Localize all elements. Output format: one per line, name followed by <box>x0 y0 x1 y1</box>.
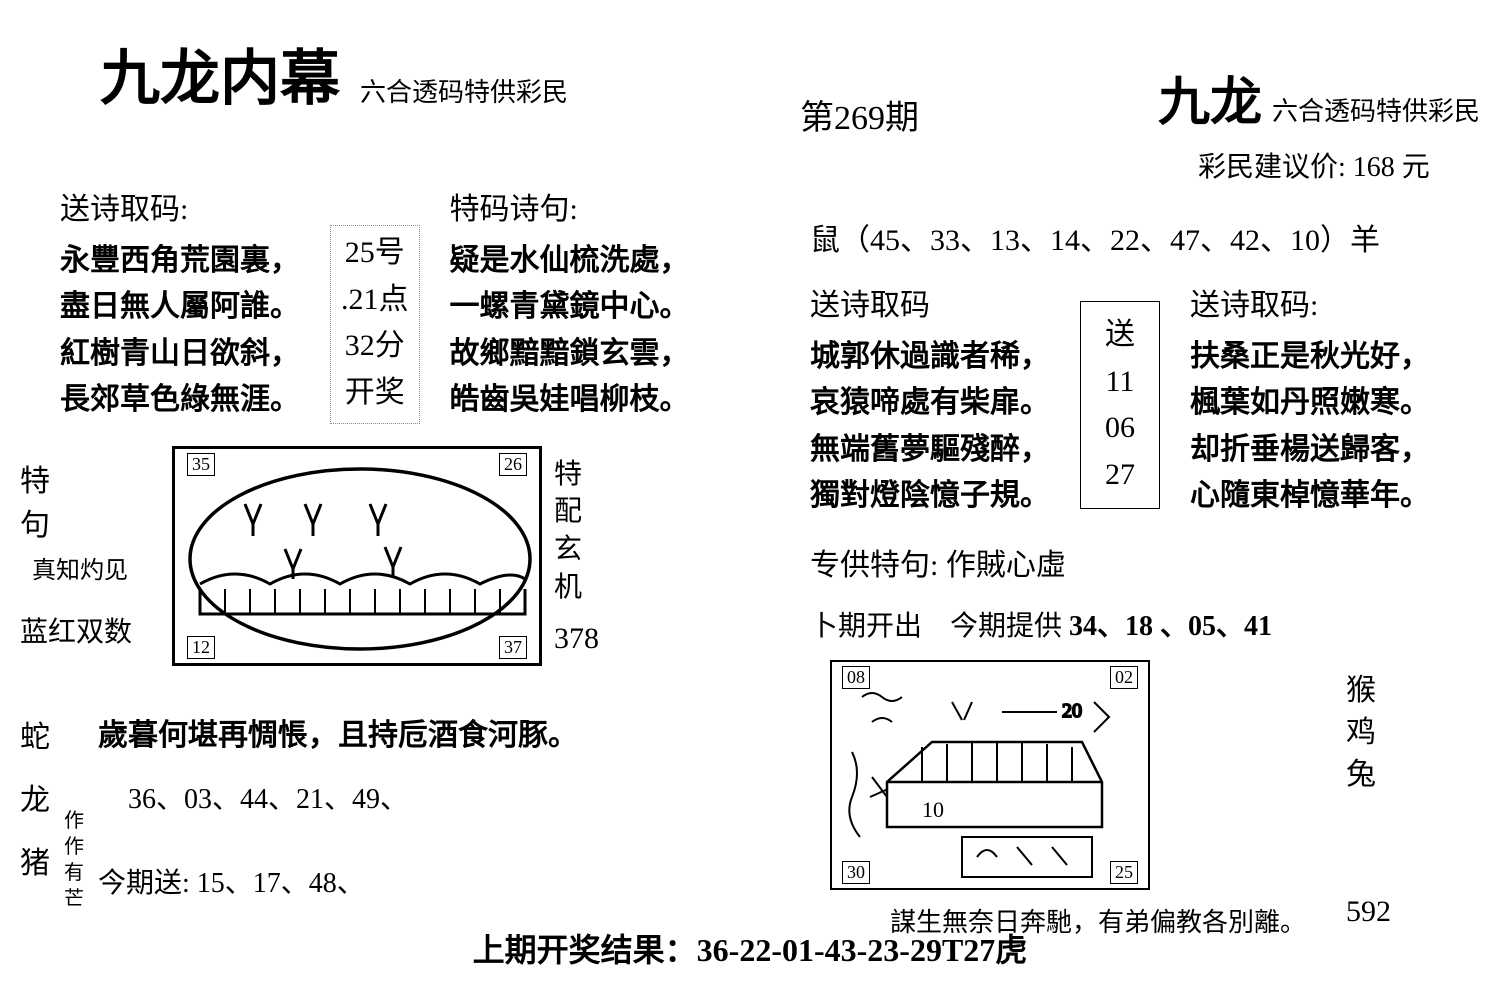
corner-tr: 26 <box>499 453 527 476</box>
kaichu-line: 卜期开出 今期提供 34、18 、05、41 <box>810 604 1480 644</box>
right-poemL-line: 獨對燈陰憶子規。 <box>810 473 1050 520</box>
zhenzhi: 真知灼见 <box>32 550 160 585</box>
zodiac: 蛇 <box>20 706 50 769</box>
left-bottom: 蛇 龙 猪 作 作 有 芒 歲暮何堪再惆悵，且持卮酒食河豚。 36、03、44、… <box>20 706 730 912</box>
right-poemR-line: 扶桑正是秋光好， <box>1190 334 1430 381</box>
num-592: 592 <box>1346 895 1391 929</box>
r-corner-tr: 02 <box>1110 666 1138 689</box>
footer-result: 上期开奖结果：36-22-01-43-23-29T27虎 <box>0 925 1500 971</box>
corner-tl: 35 <box>187 453 215 476</box>
poem2-head: 特码诗句: <box>450 187 690 234</box>
zodiac-col: 蛇 龙 猪 <box>20 706 50 912</box>
kaichu-nums: 34、18 、05、41 <box>1069 611 1272 642</box>
midbox-line: .21点 <box>341 277 409 324</box>
poem2-line: 故鄉黯黯鎖玄雲， <box>450 331 690 378</box>
right-poemL: 送诗取码 城郭休過識者稀， 哀猿啼處有柴扉。 無端舊夢驅殘醉， 獨對燈陰憶子規。 <box>810 283 1050 520</box>
right-poemR-head: 送诗取码: <box>1190 283 1430 330</box>
right-poemR-line: 却折垂楊送歸客， <box>1190 427 1430 474</box>
left-poem-block: 送诗取码: 永豐西角荒園裏， 盡日無人屬阿誰。 紅樹青山日欲斜， 長郊草色綠無涯… <box>60 187 730 424</box>
song-box: 送 11 06 27 <box>1080 301 1160 509</box>
poem1: 送诗取码: 永豐西角荒園裏， 盡日無人屬阿誰。 紅樹青山日欲斜， 長郊草色綠無涯… <box>60 187 300 424</box>
left-drawing-pre: 特 句 真知灼见 蓝红双数 <box>20 446 160 666</box>
sui-mu-line: 歲暮何堪再惆悵，且持卮酒食河豚。 <box>98 706 730 766</box>
jinqi-song: 今期送: 15、17、48、 <box>98 856 730 912</box>
right-branding: 九龙 六合透码特供彩民 彩民建议价: 168 元 <box>1158 60 1480 185</box>
issue-num: 第269期 <box>800 90 919 139</box>
songbox-line: 送 <box>1105 312 1135 359</box>
zuo: 作 <box>64 808 84 834</box>
left-drawing-row: 特 句 真知灼见 蓝红双数 <box>20 446 730 666</box>
poem1-line: 紅樹青山日欲斜， <box>60 331 300 378</box>
left-drawing: 35 26 12 37 <box>172 446 542 666</box>
poem2-line: 疑是水仙梳洗處， <box>450 238 690 285</box>
poem1-head: 送诗取码: <box>60 187 300 234</box>
right-poemL-head: 送诗取码 <box>810 283 1050 330</box>
right-poemR-line: 楓葉如丹照嫩寒。 <box>1190 380 1430 427</box>
right-drawing: 10 20 <box>830 660 1150 890</box>
brand: 九龙 <box>1158 75 1262 132</box>
songbox-line: 11 <box>1105 359 1135 406</box>
zhuangong: 专供特句: 作賊心虛 <box>810 540 1480 584</box>
shu-line: 鼠（45、33、13、14、22、47、42、10）羊 <box>810 215 1480 259</box>
brand-sub: 六合透码特供彩民 <box>1272 97 1480 126</box>
kaichu-pre: 卜期开出 今期提供 <box>810 611 1062 642</box>
right-poemL-line: 哀猿啼處有柴扉。 <box>810 380 1050 427</box>
r-corner-br: 25 <box>1110 861 1138 884</box>
zuo: 有 <box>64 860 84 886</box>
zuo: 作 <box>64 834 84 860</box>
poem1-line: 長郊草色綠無涯。 <box>60 377 300 424</box>
te-ju-label: 特 句 <box>20 456 160 544</box>
zuo-col: 作 作 有 芒 <box>64 750 84 912</box>
poem2: 特码诗句: 疑是水仙梳洗處， 一螺青黛鏡中心。 故鄉黯黯鎖玄雲， 皓齒吳娃唱柳枝… <box>450 187 690 424</box>
songbox-line: 27 <box>1105 452 1135 499</box>
corner-br: 37 <box>499 636 527 659</box>
zuo: 芒 <box>64 886 84 912</box>
zodiac: 猪 <box>20 832 50 895</box>
poem2-line: 一螺青黛鏡中心。 <box>450 284 690 331</box>
poem1-line: 永豐西角荒園裏， <box>60 238 300 285</box>
subtitle: 六合透码特供彩民 <box>360 72 568 109</box>
right-drawing-svg: 10 20 <box>832 662 1150 890</box>
zhuangong-val: 作賊心虛 <box>946 549 1066 582</box>
svg-text:10: 10 <box>922 797 944 822</box>
zodiac: 龙 <box>20 769 50 832</box>
right-poemR: 送诗取码: 扶桑正是秋光好， 楓葉如丹照嫩寒。 却折垂楊送歸客， 心隨東棹憶華年… <box>1190 283 1430 520</box>
main-title: 九龙内幕 <box>100 30 340 117</box>
r-corner-tl: 08 <box>842 666 870 689</box>
right-poemL-line: 城郭休過識者稀， <box>810 334 1050 381</box>
poem1-line: 盡日無人屬阿誰。 <box>60 284 300 331</box>
tepei: 特配玄机 <box>554 456 582 607</box>
corner-bl: 12 <box>187 636 215 659</box>
r-corner-bl: 30 <box>842 861 870 884</box>
left-drawing-post: 特配玄机 378 <box>554 446 634 666</box>
num-378: 378 <box>554 622 599 656</box>
midbox-line: 25号 <box>345 230 405 277</box>
zhuangong-label: 专供特句: <box>810 549 938 582</box>
songbox-line: 06 <box>1105 405 1135 452</box>
right-draw-row: 10 20 <box>830 660 1480 939</box>
midbox-line: 开奖 <box>345 370 405 417</box>
right-drawing-post: 猴 鸡 兔 592 <box>1346 660 1391 939</box>
lanhong: 蓝红双数 <box>20 610 160 650</box>
price-line: 彩民建议价: 168 元 <box>1198 145 1480 185</box>
right-poem-row: 送诗取码 城郭休過識者稀， 哀猿啼處有柴扉。 無端舊夢驅殘醉， 獨對燈陰憶子規。… <box>810 283 1480 520</box>
left-drawing-svg <box>175 449 542 666</box>
right-panel: 第269期 九龙 六合透码特供彩民 彩民建议价: 168 元 鼠（45、33、1… <box>750 0 1500 987</box>
poem2-line: 皓齒吳娃唱柳枝。 <box>450 377 690 424</box>
animal: 猴 <box>1346 670 1391 712</box>
svg-text:20: 20 <box>1062 700 1082 722</box>
right-poemR-line: 心隨東棹憶華年。 <box>1190 473 1430 520</box>
right-poemL-line: 無端舊夢驅殘醉， <box>810 427 1050 474</box>
animals3: 猴 鸡 兔 <box>1346 670 1391 796</box>
mid-numbox: 25号 .21点 32分 开奖 <box>330 225 420 424</box>
left-header: 九龙内幕 六合透码特供彩民 <box>100 30 730 117</box>
midbox-line: 32分 <box>345 323 405 370</box>
animal: 兔 <box>1346 754 1391 796</box>
nums-zuo: 36、03、44、21、49、 <box>128 772 730 828</box>
left-panel: 九龙内幕 六合透码特供彩民 送诗取码: 永豐西角荒園裏， 盡日無人屬阿誰。 紅樹… <box>0 0 750 987</box>
animal: 鸡 <box>1346 712 1391 754</box>
left-bottom-main: 歲暮何堪再惆悵，且持卮酒食河豚。 36、03、44、21、49、 今期送: 15… <box>98 706 730 912</box>
right-header: 第269期 九龙 六合透码特供彩民 彩民建议价: 168 元 <box>770 60 1480 185</box>
